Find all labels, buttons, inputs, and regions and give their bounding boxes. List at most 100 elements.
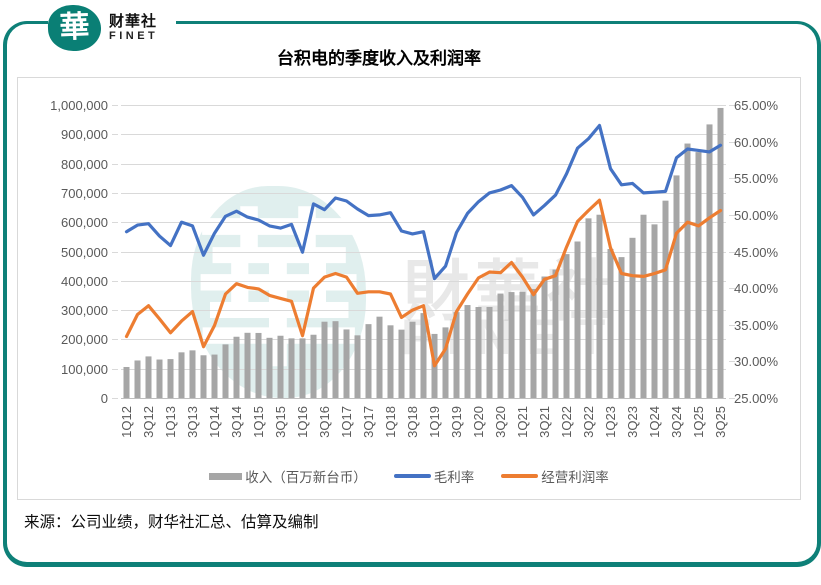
revenue-bar xyxy=(475,307,482,398)
svg-text:600,000: 600,000 xyxy=(61,215,108,230)
svg-text:900,000: 900,000 xyxy=(61,127,108,142)
revenue-bar xyxy=(376,316,383,398)
svg-text:500,000: 500,000 xyxy=(61,245,108,260)
svg-text:300,000: 300,000 xyxy=(61,303,108,318)
svg-text:3Q15: 3Q15 xyxy=(273,406,288,438)
svg-text:700,000: 700,000 xyxy=(61,186,108,201)
svg-text:3Q12: 3Q12 xyxy=(141,406,156,438)
revenue-bar xyxy=(233,336,240,398)
revenue-bar xyxy=(277,335,284,398)
svg-text:3Q23: 3Q23 xyxy=(625,406,640,438)
svg-text:3Q20: 3Q20 xyxy=(493,406,508,438)
revenue-bar xyxy=(145,356,152,398)
svg-text:1Q13: 1Q13 xyxy=(163,406,178,438)
revenue-bar xyxy=(134,360,141,398)
left-axis: 0 100,000 200,000 300,000 400,000 500,000 600,… xyxy=(50,98,108,406)
finet-logo-icon: 華 xyxy=(47,4,102,52)
revenue-bar xyxy=(420,313,427,398)
svg-text:200,000: 200,000 xyxy=(61,332,108,347)
svg-text:3Q16: 3Q16 xyxy=(317,406,332,438)
svg-text:3Q24: 3Q24 xyxy=(669,406,684,438)
svg-text:40.00%: 40.00% xyxy=(734,281,779,296)
svg-text:1Q25: 1Q25 xyxy=(691,406,706,438)
revenue-bar xyxy=(695,152,702,398)
revenue-bar xyxy=(310,334,317,398)
revenue-bar xyxy=(508,292,515,398)
svg-text:1Q22: 1Q22 xyxy=(559,406,574,438)
logo-name-en: FINET xyxy=(109,29,159,42)
svg-text:3Q18: 3Q18 xyxy=(405,406,420,438)
right-axis: 25.00% 30.00% 35.00% 40.00% 45.00% 50.00% 55.0… xyxy=(729,98,779,406)
revenue-bar xyxy=(541,276,548,398)
logo-glyph: 華 xyxy=(58,10,91,45)
revenue-bar xyxy=(178,352,185,398)
revenue-bar xyxy=(409,321,416,398)
gross-margin-swatch-icon xyxy=(393,474,431,478)
revenue-bar xyxy=(651,224,658,398)
revenue-bar xyxy=(288,338,295,398)
svg-text:35.00%: 35.00% xyxy=(734,318,779,333)
svg-text:65.00%: 65.00% xyxy=(734,98,779,113)
legend-item-gross-margin: 毛利率 xyxy=(393,466,475,486)
svg-text:30.00%: 30.00% xyxy=(734,354,779,369)
svg-text:0: 0 xyxy=(101,391,108,406)
revenue-bar xyxy=(343,329,350,398)
svg-text:1,000,000: 1,000,000 xyxy=(50,98,108,113)
plot: 0 100,000 200,000 300,000 400,000 500,000 600,… xyxy=(50,98,779,438)
revenue-bar xyxy=(629,237,636,398)
revenue-bar xyxy=(321,321,328,398)
legend: 收入（百万新台币） 毛利率 经营利润率 xyxy=(18,466,800,486)
revenue-bar xyxy=(585,218,592,398)
legend-label-gross-margin: 毛利率 xyxy=(433,470,475,485)
svg-text:1Q18: 1Q18 xyxy=(383,406,398,438)
logo-name-cn: 财華社 xyxy=(109,12,158,30)
svg-text:3Q17: 3Q17 xyxy=(361,406,376,438)
revenue-bar xyxy=(266,337,273,398)
svg-text:3Q19: 3Q19 xyxy=(449,406,464,438)
revenue-bar xyxy=(486,306,493,398)
svg-text:3Q13: 3Q13 xyxy=(185,406,200,438)
revenue-bar xyxy=(398,329,405,398)
svg-text:50.00%: 50.00% xyxy=(734,208,779,223)
svg-text:3Q21: 3Q21 xyxy=(537,406,552,438)
revenue-bar xyxy=(299,338,306,398)
svg-text:1Q21: 1Q21 xyxy=(515,406,530,438)
svg-text:1Q12: 1Q12 xyxy=(119,406,134,438)
operating-margin-line xyxy=(124,198,723,368)
finet-logo: 華 财華社 FINET xyxy=(47,0,176,56)
svg-text:1Q24: 1Q24 xyxy=(647,406,662,438)
revenue-bar xyxy=(222,344,229,398)
logo-text: 财華社 FINET xyxy=(109,14,158,42)
svg-text:60.00%: 60.00% xyxy=(734,135,779,150)
operating-margin-swatch-icon xyxy=(501,474,539,478)
source-note: 来源：公司业绩，财华社汇总、估算及编制 xyxy=(24,514,319,531)
revenue-bar xyxy=(662,200,669,398)
x-axis-labels: 1Q12 3Q12 1Q13 3Q13 1Q14 3Q14 1Q15 3Q15 1Q16 3Q16… xyxy=(119,406,728,438)
revenue-bar xyxy=(596,214,603,398)
revenue-bar xyxy=(497,293,504,398)
svg-text:45.00%: 45.00% xyxy=(734,245,779,260)
revenue-bar xyxy=(365,324,372,398)
revenue-bar xyxy=(200,355,207,398)
legend-label-operating-margin: 经营利润率 xyxy=(541,470,609,485)
revenue-bar xyxy=(574,241,581,398)
revenue-bar xyxy=(673,175,680,398)
revenue-bar xyxy=(211,354,218,398)
svg-text:1Q14: 1Q14 xyxy=(207,406,222,438)
revenue-bar xyxy=(189,350,196,398)
svg-text:1Q19: 1Q19 xyxy=(427,406,442,438)
svg-text:3Q22: 3Q22 xyxy=(581,406,596,438)
svg-text:3Q14: 3Q14 xyxy=(229,406,244,438)
svg-text:400,000: 400,000 xyxy=(61,274,108,289)
revenue-bar xyxy=(552,269,559,398)
legend-item-operating-margin: 经营利润率 xyxy=(501,466,609,486)
revenue-bar xyxy=(684,143,691,398)
revenue-bar xyxy=(156,359,163,398)
legend-item-revenue: 收入（百万新台币） xyxy=(209,466,367,486)
revenue-bar xyxy=(332,321,339,398)
revenue-bar xyxy=(464,305,471,398)
revenue-bar xyxy=(530,288,537,398)
svg-text:1Q16: 1Q16 xyxy=(295,406,310,438)
revenue-bar xyxy=(387,325,394,398)
revenue-bar xyxy=(717,107,724,398)
